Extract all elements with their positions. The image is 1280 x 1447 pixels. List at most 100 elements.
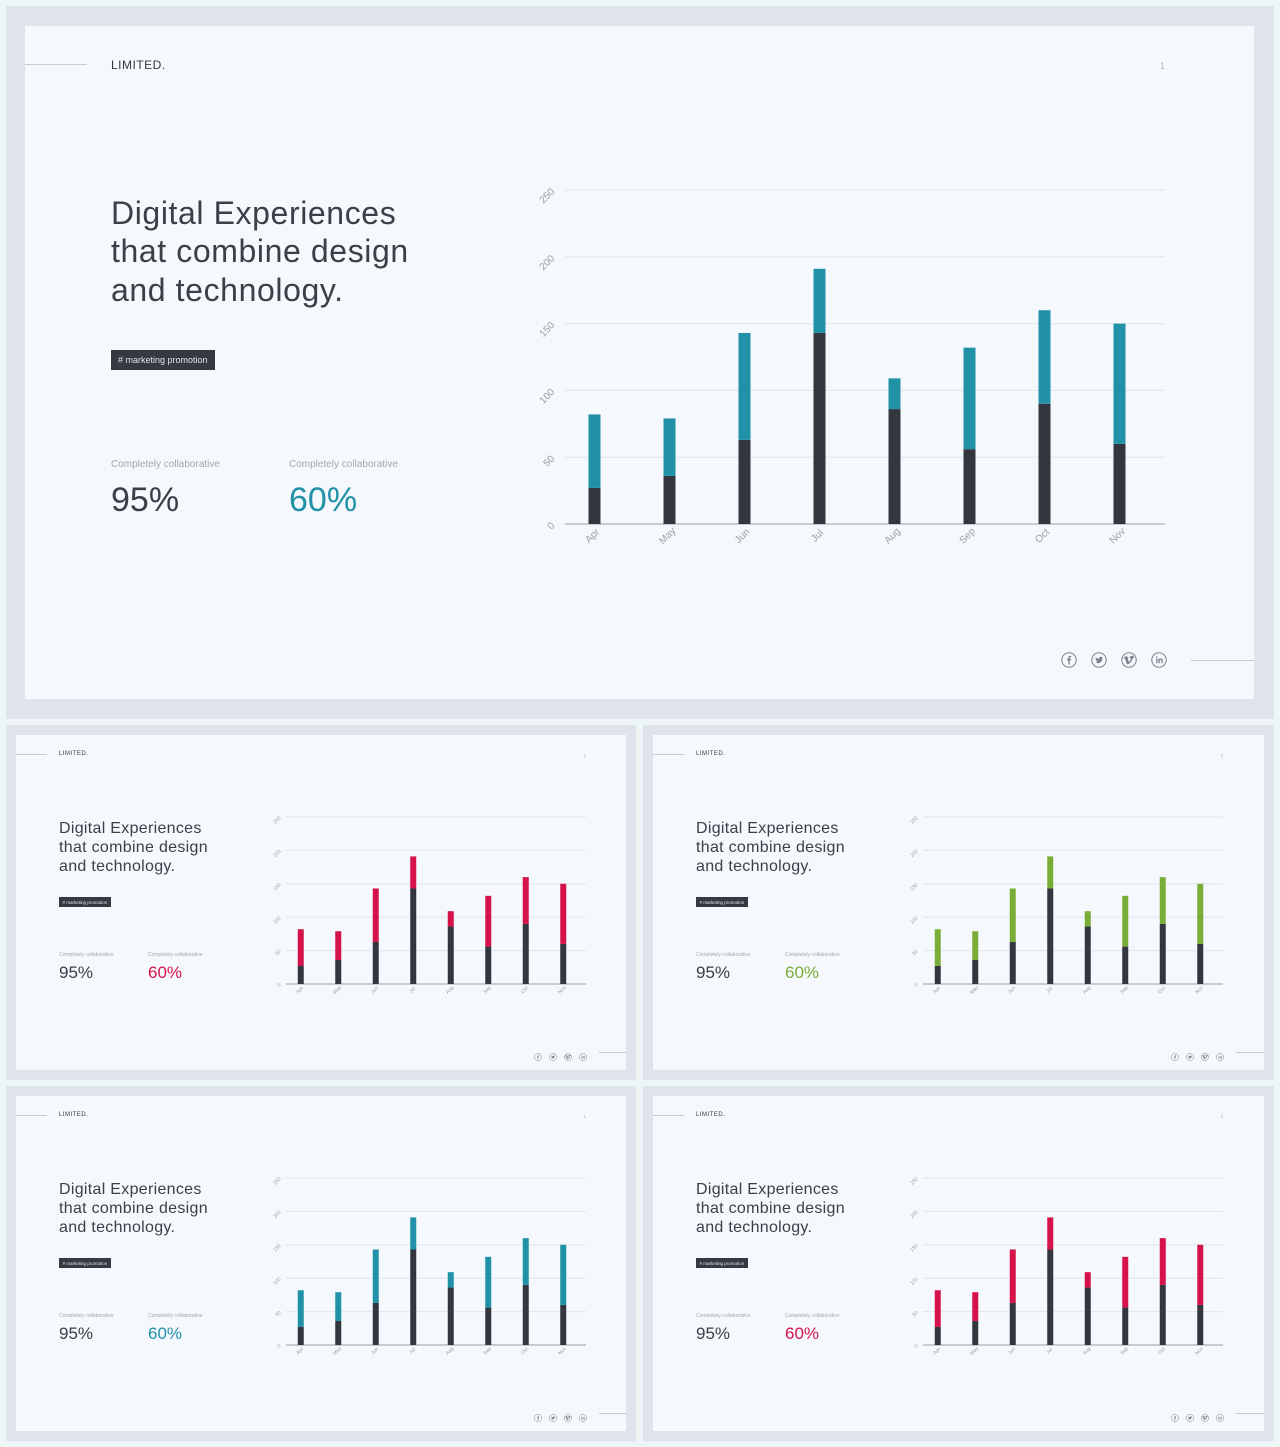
- x-tick-label: Jun: [370, 1346, 380, 1356]
- x-tick-label: Oct: [520, 985, 530, 995]
- y-tick-label: 0: [913, 1343, 919, 1349]
- bar-segment-accent: [297, 929, 304, 966]
- y-tick-label: 0: [276, 982, 282, 988]
- x-tick-label: Apr: [295, 985, 305, 995]
- bar-segment-accent: [588, 414, 601, 488]
- slide-frame-4: LIMITED. 1 Digital Experiences that comb…: [6, 1086, 636, 1441]
- brand-logo[interactable]: LIMITED.: [696, 751, 726, 757]
- bar-segment-accent: [297, 1290, 304, 1327]
- stat-label-2: Completely collaborative: [148, 951, 203, 958]
- hashtag-badge[interactable]: # marketing promotion: [696, 1258, 748, 1268]
- x-tick-label: Jun: [733, 527, 752, 546]
- x-tick-label: Aug: [445, 1346, 456, 1357]
- bar-segment-accent: [813, 268, 826, 333]
- bar-segment-base: [485, 946, 492, 984]
- bar-segment-accent: [522, 877, 529, 924]
- x-tick-label: Jun: [1007, 985, 1017, 995]
- y-tick-label: 150: [272, 1243, 282, 1253]
- y-tick-label: 250: [538, 186, 558, 206]
- x-tick-label: Nov: [1108, 526, 1128, 546]
- brand-logo[interactable]: LIMITED.: [59, 1112, 89, 1118]
- bar-segment-accent: [1084, 1272, 1091, 1288]
- bar-segment-base: [588, 487, 601, 524]
- hashtag-badge[interactable]: # marketing promotion: [696, 897, 748, 907]
- bar-segment-accent: [663, 418, 676, 476]
- y-tick-label: 100: [909, 915, 919, 925]
- brand-logo[interactable]: LIMITED.: [111, 58, 166, 72]
- x-tick-label: Sep: [482, 1346, 493, 1357]
- brand-line: [16, 754, 47, 755]
- twitter-icon[interactable]: [1186, 1409, 1194, 1422]
- facebook-icon[interactable]: [1061, 652, 1077, 668]
- twitter-icon[interactable]: [549, 1409, 557, 1422]
- x-tick-label: Oct: [520, 1346, 530, 1356]
- linkedin-icon[interactable]: [1151, 652, 1167, 668]
- linkedin-icon[interactable]: [1216, 1048, 1224, 1061]
- bar-segment-base: [372, 941, 379, 984]
- bar-segment-base: [934, 1326, 941, 1345]
- bar-segment-base: [1122, 946, 1129, 984]
- bar-segment-accent: [560, 1244, 567, 1305]
- bar-segment-accent: [335, 931, 342, 960]
- stat-label-2: Completely collaborative: [148, 1312, 203, 1319]
- facebook-icon[interactable]: [1171, 1409, 1179, 1422]
- bar-segment-base: [447, 926, 454, 984]
- twitter-icon[interactable]: [1186, 1048, 1194, 1061]
- page-title: Digital Experiences that combine design …: [696, 1181, 845, 1237]
- linkedin-icon[interactable]: [579, 1048, 587, 1061]
- brand-logo[interactable]: LIMITED.: [696, 1112, 726, 1118]
- brand-logo[interactable]: LIMITED.: [59, 751, 89, 757]
- y-tick-label: 50: [542, 453, 558, 469]
- hashtag-badge[interactable]: # marketing promotion: [59, 897, 111, 907]
- y-tick-label: 100: [272, 1276, 282, 1286]
- vimeo-icon[interactable]: [564, 1409, 572, 1422]
- bar-segment-base: [1047, 1249, 1054, 1345]
- twitter-icon[interactable]: [1091, 652, 1107, 668]
- x-tick-label: Oct: [1157, 1346, 1167, 1356]
- x-tick-label: Apr: [932, 985, 942, 995]
- x-tick-label: May: [332, 984, 343, 995]
- facebook-icon[interactable]: [534, 1409, 542, 1422]
- bar-segment-base: [1159, 1284, 1166, 1345]
- x-tick-label: Jul: [809, 528, 826, 545]
- bar-segment-base: [335, 959, 342, 984]
- stat-value-2: 60%: [148, 962, 183, 982]
- facebook-icon[interactable]: [1171, 1048, 1179, 1061]
- brand-line: [653, 1115, 684, 1116]
- slide-frame-3: LIMITED. 3 Digital Experiences that comb…: [643, 725, 1274, 1080]
- bar-segment-accent: [447, 911, 454, 927]
- stat-label-1: Completely collaborative: [111, 459, 220, 470]
- bar-segment-base: [297, 965, 304, 984]
- vimeo-icon[interactable]: [1201, 1048, 1209, 1061]
- y-tick-label: 150: [272, 882, 282, 892]
- bar-segment-base: [934, 965, 941, 984]
- bar-segment-accent: [410, 856, 417, 889]
- bar-segment-base: [372, 1302, 379, 1345]
- twitter-icon[interactable]: [549, 1048, 557, 1061]
- bar-segment-base: [1159, 923, 1166, 984]
- stat-value-2: 60%: [785, 962, 820, 982]
- linkedin-icon[interactable]: [1216, 1409, 1224, 1422]
- stat-label-2: Completely collaborative: [289, 459, 398, 470]
- bar-segment-base: [1197, 1304, 1204, 1345]
- hashtag-badge[interactable]: # marketing promotion: [111, 350, 215, 370]
- y-tick-label: 0: [546, 520, 558, 532]
- vimeo-icon[interactable]: [564, 1048, 572, 1061]
- vimeo-icon[interactable]: [1201, 1409, 1209, 1422]
- x-tick-label: Jul: [1045, 1347, 1054, 1356]
- x-tick-label: Nov: [1194, 985, 1205, 996]
- x-tick-label: Sep: [958, 526, 979, 547]
- stacked-bar-chart: 0 50 100 150 200 250 Apr May Jun Jul Aug Sep Oct Nov: [909, 815, 1223, 996]
- page-title: Digital Experiences that combine design …: [59, 1181, 208, 1237]
- slide-3: LIMITED. 3 Digital Experiences that comb…: [653, 735, 1264, 1070]
- brand-line: [653, 754, 684, 755]
- social-links: [1061, 652, 1171, 668]
- hashtag-badge[interactable]: # marketing promotion: [59, 1258, 111, 1268]
- stat-label-1: Completely collaborative: [696, 951, 751, 958]
- linkedin-icon[interactable]: [579, 1409, 587, 1422]
- facebook-icon[interactable]: [534, 1048, 542, 1061]
- vimeo-icon[interactable]: [1121, 652, 1137, 668]
- y-tick-label: 200: [909, 848, 919, 858]
- bar-segment-accent: [1197, 883, 1204, 944]
- social-links: [1171, 1048, 1226, 1061]
